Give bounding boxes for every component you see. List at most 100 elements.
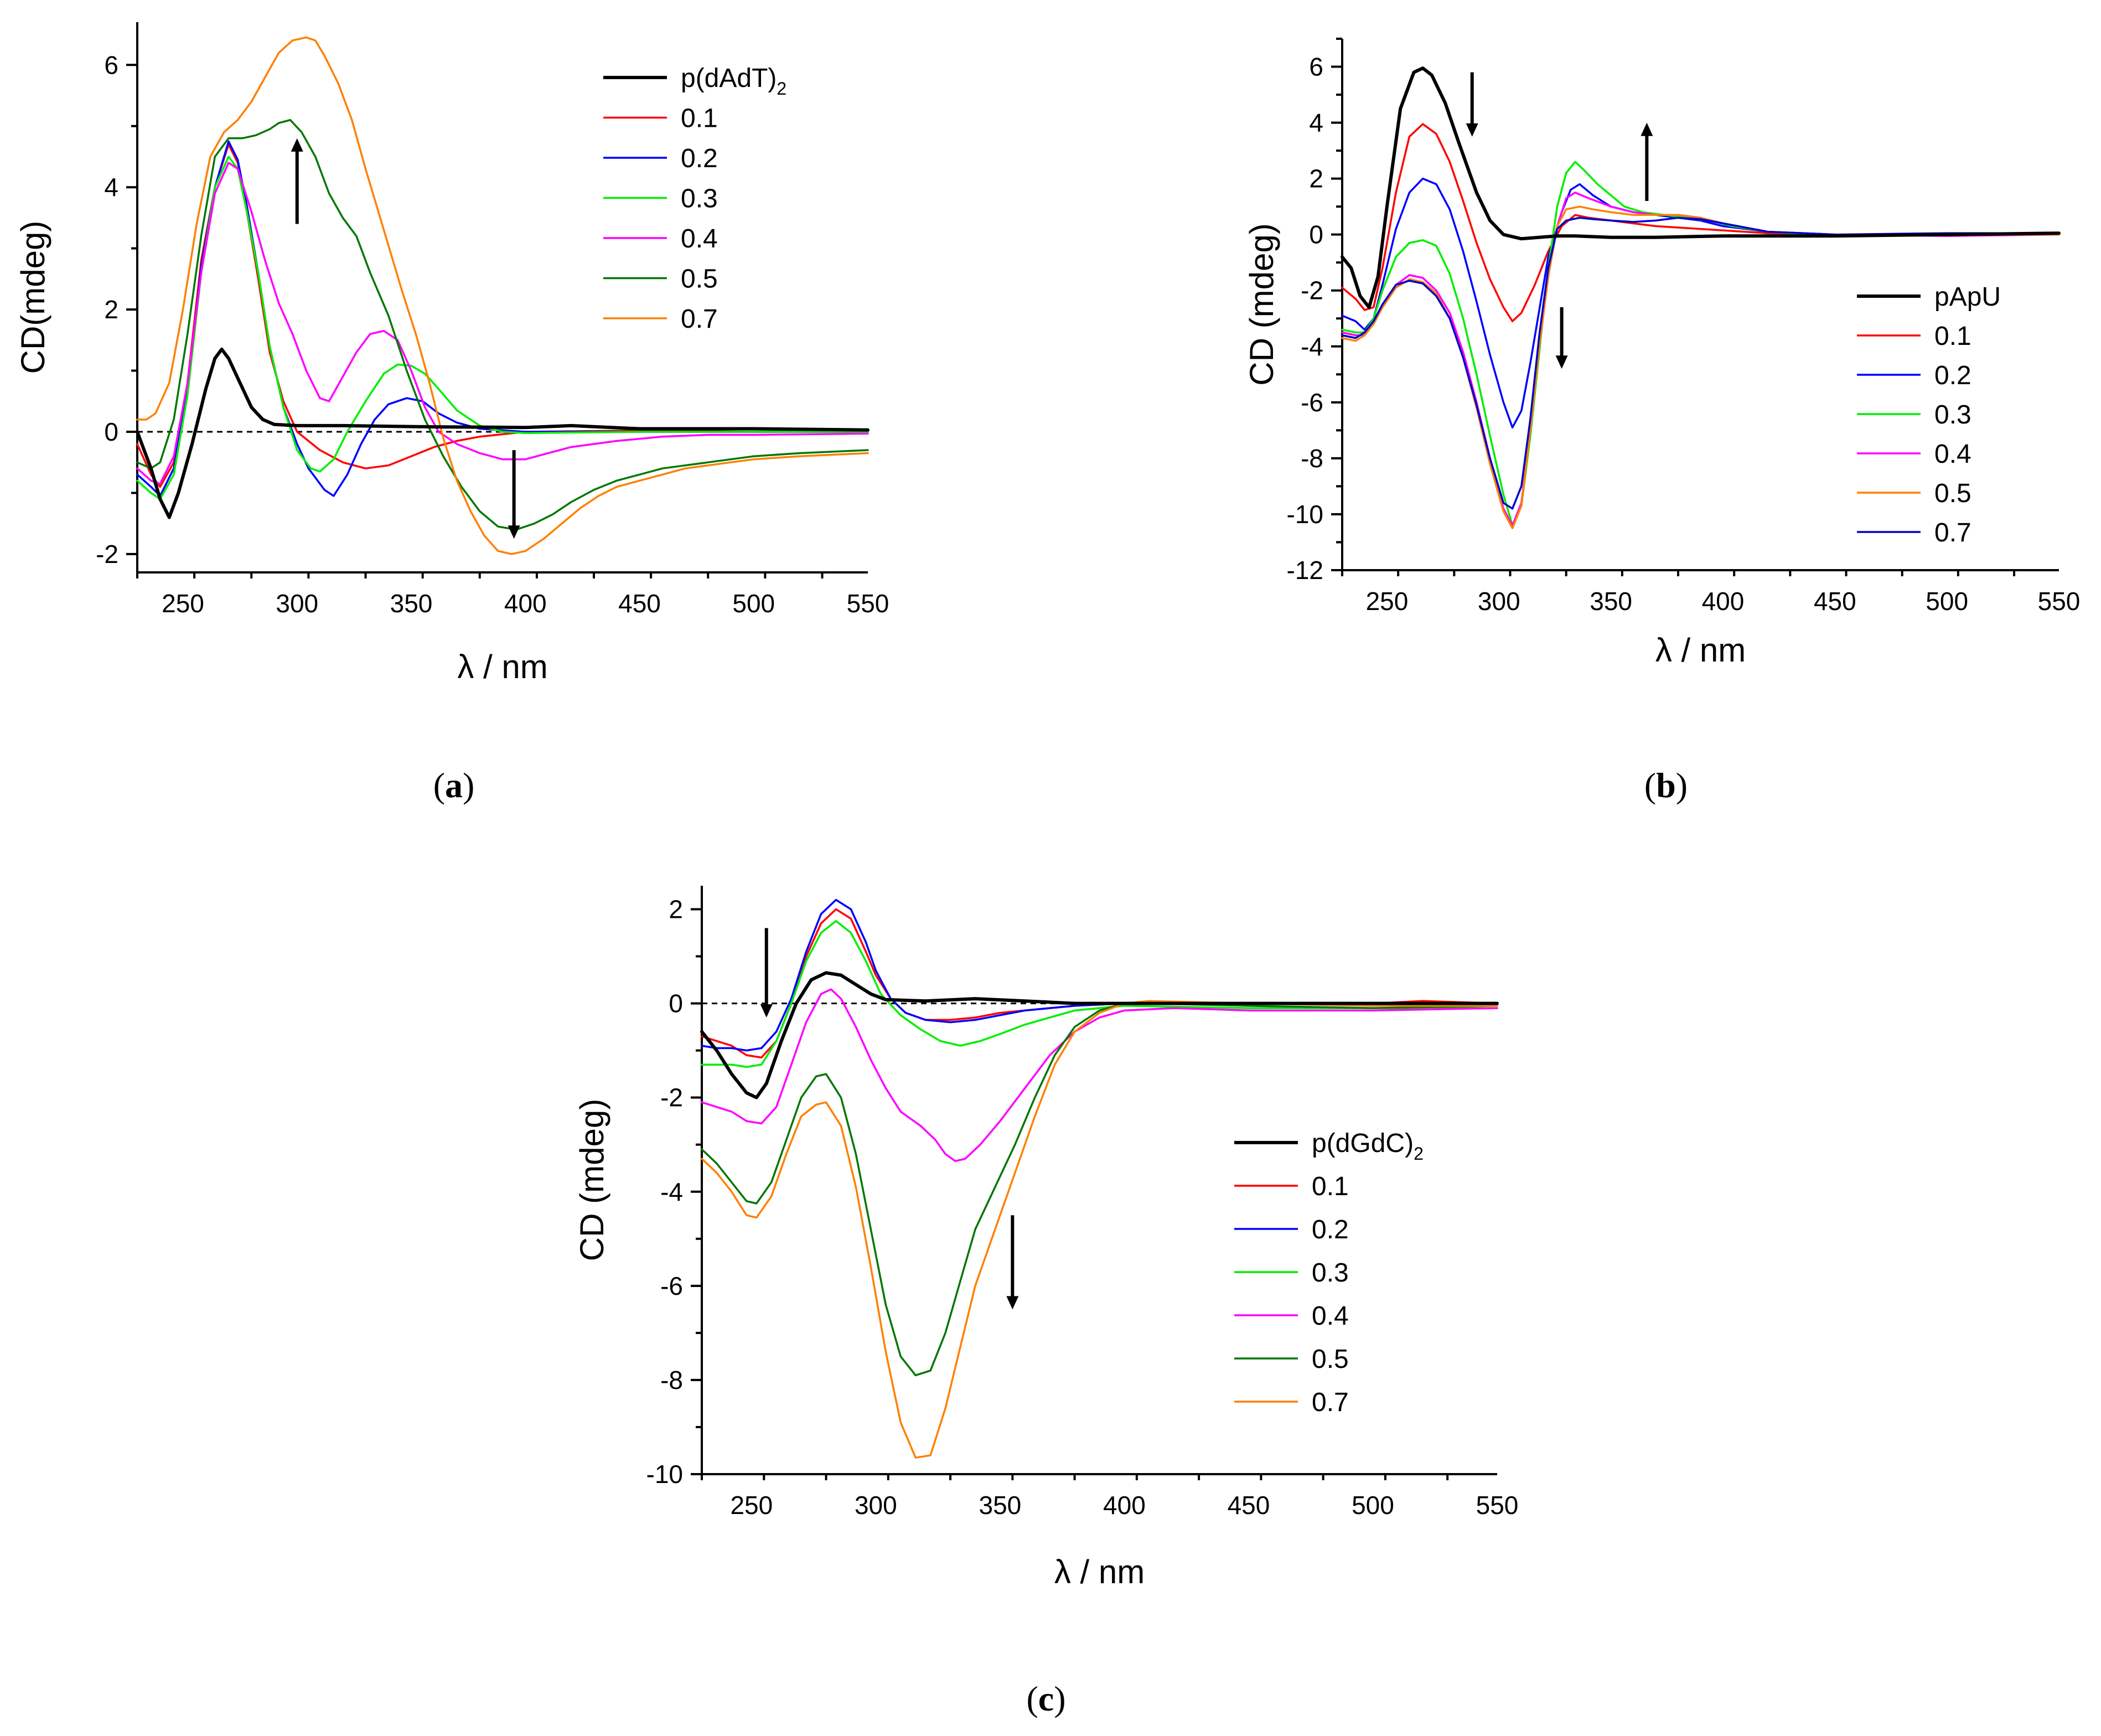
series-line-0-5 [1341,205,2060,529]
panel-label: (c) [1026,1679,1065,1718]
x-tick-label: 250 [730,1491,773,1520]
series-line-pdAdT2 [136,347,870,519]
legend: p(dGdC)2 0.1 0.2 0.3 0.4 0.5 0.7 [1234,1129,1424,1417]
legend-label: p(dGdC)2 [1312,1129,1424,1164]
y-tick-label: 6 [1309,53,1323,81]
y-tick-label: -4 [1301,332,1323,361]
series-line-0-3 [136,156,869,500]
series-line-0-1 [701,908,1498,1059]
series-line-0-7 [1341,216,2060,510]
x-tick-label: 500 [1926,587,1968,616]
y-tick-label: 4 [104,173,118,202]
trend-arrow-head [291,138,303,152]
y-tick-label: -2 [96,540,118,569]
x-tick-label: 400 [1702,587,1745,616]
series-line-0-7 [701,1000,1498,1459]
legend-label: 0.2 [1934,361,1971,390]
x-tick-label: 500 [732,589,775,618]
y-tick-label: -2 [1301,276,1323,305]
trend-arrow-head [1466,123,1478,137]
y-tick-label: -10 [646,1460,683,1489]
legend-label: p(dAdT)2 [681,64,786,99]
x-tick-label: 550 [847,589,889,618]
y-tick-label: -6 [660,1272,683,1300]
y-tick-label: 6 [104,50,118,79]
series-line-0-4 [136,162,869,485]
x-tick-label: 400 [1103,1491,1146,1520]
trend-arrow-head [760,1004,773,1018]
legend-label: 0.2 [1312,1215,1349,1244]
x-axis-title: λ / nm [457,648,547,685]
legend-label: 0.7 [1312,1388,1349,1417]
series-line-pApU [1341,66,2061,309]
trend-arrow-head [508,525,520,539]
x-tick-label: 550 [1476,1491,1519,1520]
x-tick-label: 550 [2038,587,2081,616]
legend-label: 0.4 [1312,1301,1349,1331]
x-tick-label: 450 [1228,1491,1270,1520]
chart-panel-b: 250 300 350 400 450 500 550 -12 -10 -8 -6 -4 -2 0 2 4 6 λ… [1243,38,2081,805]
y-tick-label: -6 [1301,388,1323,417]
y-tick-label: 2 [1309,164,1323,193]
y-axis-title: CD (mdeg) [573,1099,610,1261]
y-tick-label: -12 [1287,556,1323,585]
x-tick-label: 300 [1478,587,1520,616]
y-tick-label: -8 [660,1366,683,1394]
x-axis-title: λ / nm [1054,1553,1145,1590]
legend: p(dAdT)2 0.1 0.2 0.3 0.4 0.5 0.7 [603,64,786,334]
chart-panel-a: 250 300 350 400 450 500 550 -2 0 2 4 6 λ / nm CD(mdeg… [14,22,889,805]
x-tick-label: 350 [390,589,433,618]
x-tick-label: 400 [504,589,547,618]
y-tick-label: 2 [104,295,118,324]
trend-arrow-head [1641,122,1653,136]
y-tick-label: -4 [660,1177,683,1206]
legend-label: 0.5 [1934,479,1971,508]
trend-arrow-head [1006,1296,1019,1310]
x-tick-label: 450 [618,589,661,618]
legend-label: 0.2 [681,144,718,173]
series-line-0-1 [1341,123,2060,323]
legend-label: 0.7 [681,304,718,334]
legend-label: 0.1 [681,104,718,133]
series-line-0-5 [136,118,869,531]
legend-label: pApU [1934,282,2001,312]
y-tick-label: 2 [669,895,683,924]
y-tick-label: -8 [1301,444,1323,473]
legend-label: 0.5 [681,265,718,294]
y-tick-label: -2 [660,1083,683,1112]
x-axis-title: λ / nm [1655,632,1746,669]
series-line-pdGdC2 [700,971,1499,1099]
y-tick-label: 0 [669,989,683,1018]
x-tick-label: 450 [1814,587,1856,616]
x-tick-label: 250 [162,589,204,618]
series-line-0-3 [701,920,1498,1068]
series-line-0-2 [701,898,1498,1052]
legend-label: 0.4 [1934,440,1971,469]
trend-arrow-head [1555,355,1568,369]
legend-label: 0.3 [681,184,718,214]
y-axis-title: CD(mdeg) [14,221,51,374]
y-axis-title: CD (mdeg) [1243,223,1280,385]
x-tick-label: 350 [1590,587,1632,616]
x-tick-label: 250 [1366,587,1409,616]
series-line-0-4 [1341,192,2060,526]
x-tick-label: 300 [855,1491,897,1520]
panel-label: (b) [1644,766,1688,805]
y-tick-label: 0 [104,417,118,446]
y-tick-label: 0 [1309,220,1323,249]
series-line-0-7 [136,36,869,555]
chart-panel-c: 250 300 350 400 450 500 550 -10 -8 -6 -4 -2 0 2 λ / nm… [573,886,1518,1718]
legend-label: 0.5 [1312,1345,1349,1374]
legend-label: 0.3 [1934,400,1971,430]
x-tick-label: 300 [276,589,318,618]
legend: pApU 0.1 0.2 0.3 0.4 0.5 0.7 [1857,282,2001,547]
y-tick-label: -10 [1287,500,1323,529]
axes-frame [136,22,868,574]
panel-label: (a) [433,766,475,805]
legend-label: 0.1 [1934,322,1971,351]
y-tick-label: 4 [1309,108,1323,137]
legend-label: 0.3 [1312,1258,1349,1288]
legend-label: 0.7 [1934,518,1971,547]
legend-label: 0.4 [681,224,718,254]
